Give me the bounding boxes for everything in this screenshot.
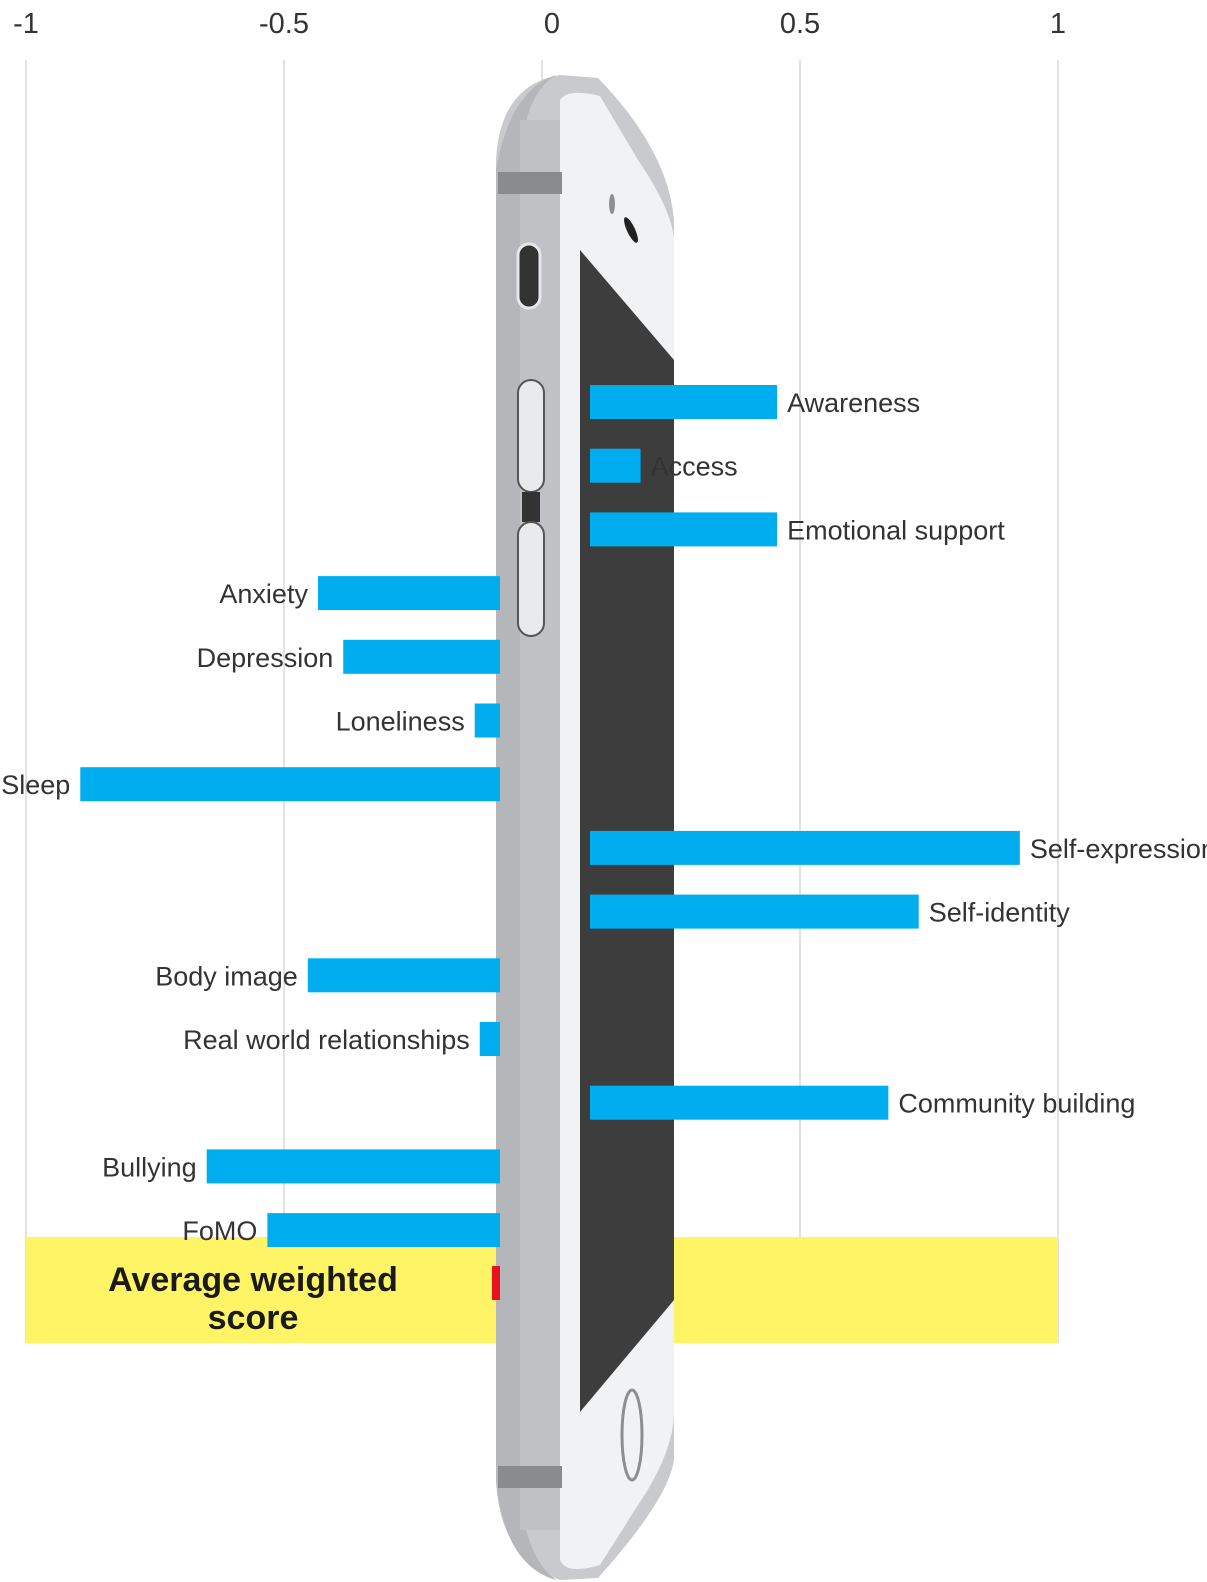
volume-gap <box>522 492 540 522</box>
bar-emotional-support <box>590 512 778 547</box>
bar-bullying <box>206 1149 500 1184</box>
x-tick-label: 0 <box>544 8 560 40</box>
phone-band-top <box>498 172 562 194</box>
bar-sleep <box>80 767 501 802</box>
phone-side-strip <box>520 120 560 1530</box>
bar-anxiety <box>317 576 500 611</box>
bar-loneliness <box>474 703 500 738</box>
bar-access <box>590 448 641 483</box>
bar-real-world-relationships <box>479 1022 500 1056</box>
phone-back-edge <box>496 75 556 1580</box>
bar-label: Access <box>651 452 738 482</box>
bar-label: Self-identity <box>929 898 1071 928</box>
bar-label: Body image <box>155 961 298 991</box>
home-button <box>620 1388 644 1482</box>
bar-fomo <box>267 1213 500 1248</box>
volume-down-button <box>517 521 545 637</box>
bar-label: Emotional support <box>787 515 1005 545</box>
phone-illustration <box>496 75 674 1580</box>
bar-self-identity <box>590 894 919 929</box>
bar-label: Sleep <box>1 770 70 800</box>
x-tick-label: 1 <box>1050 8 1066 40</box>
bar-body-image <box>307 958 500 993</box>
earpiece <box>624 217 638 243</box>
bar-label: Depression <box>197 643 334 673</box>
bar-depression <box>343 639 500 674</box>
front-camera <box>609 194 615 214</box>
bar-awareness <box>590 385 778 419</box>
mute-switch <box>516 242 542 310</box>
bar-community-building <box>590 1085 889 1120</box>
bar-self-expression <box>590 830 1020 865</box>
bar-label: Awareness <box>787 388 920 418</box>
bar-label: Self-expression <box>1030 834 1207 864</box>
x-tick-label: -0.5 <box>259 8 309 40</box>
average-label-line-1: Average weighted <box>108 1261 398 1299</box>
volume-up-button <box>517 379 545 493</box>
bar-label: Anxiety <box>219 579 308 609</box>
average-marker <box>492 1266 500 1300</box>
bar-label: FoMO <box>182 1216 257 1246</box>
bar-label: Community building <box>898 1089 1135 1119</box>
x-axis-ticks: -1 -0.5 0 0.5 1 <box>13 8 1066 40</box>
bar-labels: Awareness Access Emotional support Anxiety D… <box>1 388 1207 1246</box>
phone-band-bottom <box>498 1466 562 1488</box>
bars <box>80 385 1020 1248</box>
bar-label: Bullying <box>102 1152 197 1182</box>
average-label-line-2: score <box>208 1299 299 1337</box>
bar-label: Loneliness <box>336 707 465 737</box>
x-tick-label: -1 <box>13 8 39 40</box>
bar-label: Real world relationships <box>183 1025 470 1055</box>
x-tick-label: 0.5 <box>780 8 820 40</box>
